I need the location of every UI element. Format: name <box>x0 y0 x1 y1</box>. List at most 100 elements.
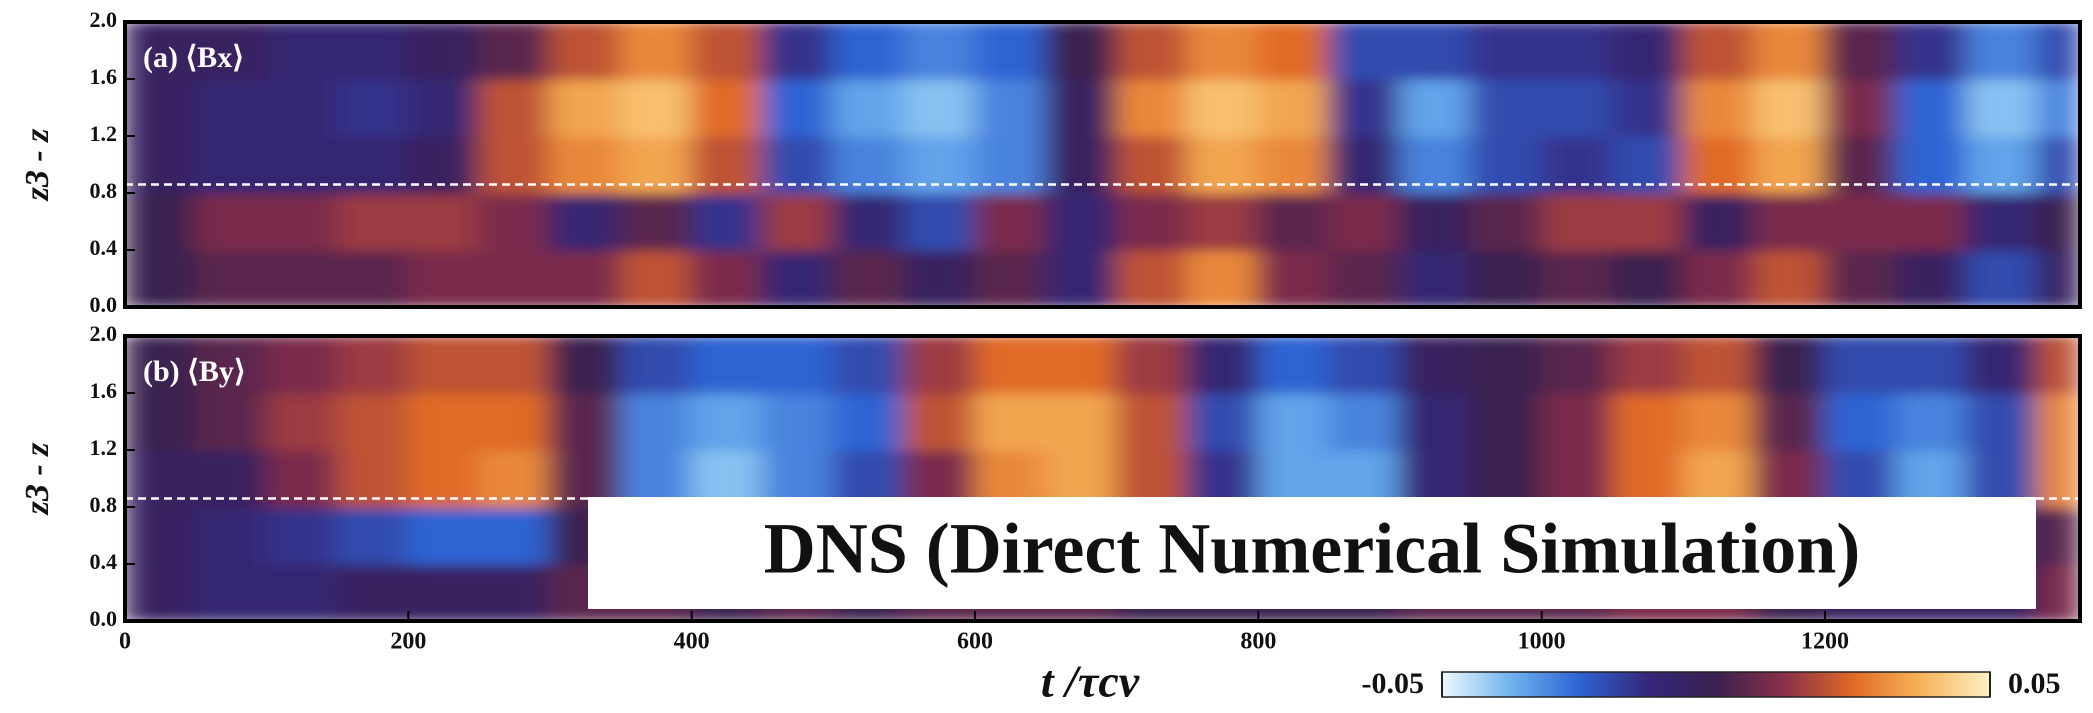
heatmap-cell <box>1753 392 1826 451</box>
panel-label: (b) ⟨By⟩ <box>143 355 246 388</box>
heatmap-cell <box>1469 192 1543 251</box>
annotation: DNS (Direct Numerical Simulation) <box>764 509 1861 589</box>
plot-frame <box>123 20 2082 309</box>
heatmap-cell <box>478 192 551 251</box>
heatmap-cell <box>1044 22 1118 80</box>
heatmap-cell <box>194 22 268 80</box>
heatmap-cell <box>761 22 835 80</box>
heatmap-cell <box>336 563 410 621</box>
heatmap-cell <box>1186 249 1260 307</box>
heatmap-cell <box>1257 192 1331 251</box>
heatmap-cell <box>194 249 268 307</box>
colorbar <box>1441 671 1991 698</box>
heatmap-cell <box>1611 336 1685 394</box>
heatmap-cell <box>336 78 410 137</box>
heatmap-cell <box>2036 78 2080 137</box>
heatmap-cell <box>336 336 410 394</box>
heatmap-cell <box>974 392 1047 451</box>
x-tick-label: 800 <box>1240 629 1276 655</box>
heatmap-cell <box>1824 336 1897 394</box>
heatmap-cell <box>761 192 835 251</box>
x-tick-label: 1000 <box>1518 629 1566 655</box>
heatmap-cell <box>194 78 268 137</box>
heatmap-cell <box>619 392 693 451</box>
heatmap <box>125 22 2080 307</box>
heatmap-cell <box>1044 192 1118 251</box>
heatmap-cell <box>1399 249 1472 307</box>
heatmap-cell <box>1540 135 1614 194</box>
heatmap-cell <box>1894 192 1968 251</box>
heatmap-cell <box>690 392 764 451</box>
heatmap-cell <box>1682 22 1756 80</box>
heatmap-cell <box>2036 563 2080 621</box>
heatmap-cell <box>265 192 339 251</box>
heatmap-cell <box>194 563 268 621</box>
y-axis-label: z3 - z <box>19 128 56 202</box>
heatmap-cell <box>619 336 693 394</box>
heatmap-cell <box>407 78 481 137</box>
heatmap-cell <box>478 506 551 565</box>
heatmap-cell <box>1044 392 1118 451</box>
y-tick-label: 1.2 <box>90 121 118 146</box>
colorbar-tick-label: 0.05 <box>2008 667 2061 700</box>
y-tick-label: 1.2 <box>90 435 118 460</box>
x-tick-label: 600 <box>957 629 993 655</box>
heatmap-cell <box>407 336 481 394</box>
heatmap-cell <box>1328 22 1401 80</box>
heatmap-cell <box>1469 249 1543 307</box>
heatmap-cell <box>832 392 906 451</box>
heatmap-cell <box>619 22 693 80</box>
heatmap-cell <box>1540 249 1614 307</box>
heatmap-cell <box>1469 392 1543 451</box>
y-tick-label: 2.0 <box>90 321 118 346</box>
heatmap-cell <box>1115 78 1189 137</box>
heatmap-cell <box>903 192 976 251</box>
heatmap-cell <box>1965 336 2039 394</box>
heatmap-cell <box>761 336 835 394</box>
heatmap-cell <box>1540 336 1614 394</box>
heatmap-cell <box>1894 22 1968 80</box>
heatmap-cell <box>1186 392 1260 451</box>
y-tick-label: 1.6 <box>90 378 118 403</box>
heatmap-cell <box>478 563 551 621</box>
heatmap-cell <box>407 192 481 251</box>
heatmap-cell <box>478 392 551 451</box>
heatmap-cell <box>1965 249 2039 307</box>
heatmap-cell <box>1540 392 1614 451</box>
x-tick-label: 200 <box>390 629 426 655</box>
heatmap-cell <box>1894 392 1968 451</box>
y-tick-label: 0.8 <box>90 178 118 203</box>
heatmap-cell <box>1399 336 1472 394</box>
y-tick-label: 1.6 <box>90 64 118 89</box>
heatmap-cell <box>1824 22 1897 80</box>
heatmap-cell <box>1257 78 1331 137</box>
heatmap-cell <box>1540 22 1614 80</box>
heatmap-cell <box>1469 22 1543 80</box>
heatmap-cell <box>1399 78 1472 137</box>
y-tick-label: 0.4 <box>90 549 118 574</box>
heatmap-cell <box>761 78 835 137</box>
heatmap-cell <box>619 192 693 251</box>
heatmap-cell <box>265 78 339 137</box>
heatmap-cell <box>125 78 197 137</box>
colorbar-tick-label: -0.05 <box>1362 667 1425 700</box>
heatmap-cell <box>2036 392 2080 451</box>
heatmap-cell <box>125 192 197 251</box>
heatmap-cell <box>1894 78 1968 137</box>
heatmap-cell <box>265 336 339 394</box>
heatmap-cell <box>1044 249 1118 307</box>
heatmap-cell <box>903 78 976 137</box>
heatmap-cell <box>974 22 1047 80</box>
plot-frame <box>123 334 2082 623</box>
heatmap-cell <box>1328 249 1401 307</box>
heatmap-cell <box>1894 336 1968 394</box>
heatmap-cell <box>1257 392 1331 451</box>
heatmap-cell <box>265 22 339 80</box>
heatmap-cell <box>832 192 906 251</box>
heatmap-cell <box>194 336 268 394</box>
heatmap-cell <box>1115 22 1189 80</box>
heatmap-cell <box>974 192 1047 251</box>
heatmap-cell <box>1611 392 1685 451</box>
heatmap-cell <box>1257 336 1331 394</box>
heatmap-cell <box>1044 78 1118 137</box>
